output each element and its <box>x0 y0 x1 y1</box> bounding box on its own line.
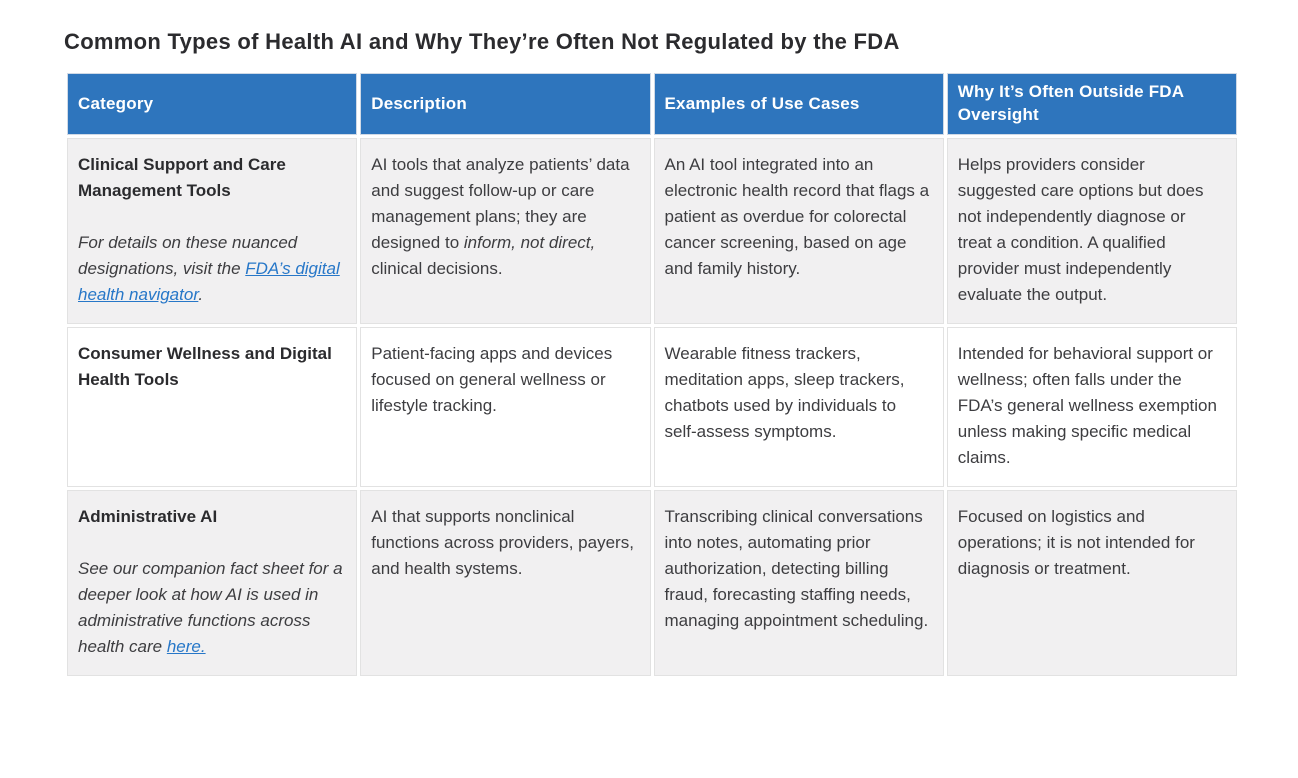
header-row: Category Description Examples of Use Cas… <box>67 73 1237 136</box>
col-header-description: Description <box>360 73 651 136</box>
note-text: See our companion fact sheet for a deepe… <box>78 559 343 657</box>
cell-description: AI tools that analyze patients’ data and… <box>360 138 651 325</box>
cell-why-outside-fda: Focused on logistics and operations; it … <box>946 490 1237 677</box>
fda-digital-health-navigator-link[interactable]: FDA’s digital health navigator <box>78 259 340 305</box>
cell-why-outside-fda: Intended for behavioral support or welln… <box>946 327 1237 488</box>
description-text: AI tools that analyze patients’ data and… <box>371 155 630 253</box>
table-row-consumer-wellness: Consumer Wellness and Digital Health Too… <box>67 327 1237 488</box>
cell-why-outside-fda: Helps providers consider suggested care … <box>946 138 1237 325</box>
note-text: For details on these nuanced designation… <box>78 233 298 279</box>
cell-examples: Transcribing clinical conversations into… <box>653 490 944 677</box>
description-italic-text: inform, not direct, <box>463 233 596 253</box>
table-row-administrative-ai: Administrative AI See our companion fact… <box>67 490 1237 677</box>
cell-category: Consumer Wellness and Digital Health Too… <box>67 327 358 488</box>
cell-category: Clinical Support and Care Management Too… <box>67 138 358 325</box>
note-text: . <box>198 285 204 305</box>
category-name: Consumer Wellness and Digital Health Too… <box>78 344 332 390</box>
health-ai-table: Category Description Examples of Use Cas… <box>64 70 1240 679</box>
category-note: See our companion fact sheet for a deepe… <box>78 556 344 660</box>
cell-examples: Wearable fitness trackers, meditation ap… <box>653 327 944 488</box>
col-header-why-outside-fda: Why It’s Often Outside FDA Oversight <box>946 73 1237 136</box>
col-header-category: Category <box>67 73 358 136</box>
page-title: Common Types of Health AI and Why They’r… <box>64 29 900 54</box>
cell-examples: An AI tool integrated into an electronic… <box>653 138 944 325</box>
category-note: For details on these nuanced designation… <box>78 230 344 308</box>
cell-description: AI that supports nonclinical functions a… <box>360 490 651 677</box>
category-name: Clinical Support and Care Management Too… <box>78 155 286 201</box>
category-name: Administrative AI <box>78 507 218 527</box>
description-text: clinical decisions. <box>371 259 503 279</box>
cell-category: Administrative AI See our companion fact… <box>67 490 358 677</box>
cell-description: Patient-facing apps and devices focused … <box>360 327 651 488</box>
companion-fact-sheet-here-link[interactable]: here. <box>166 637 206 657</box>
table-row-clinical-support: Clinical Support and Care Management Too… <box>67 138 1237 325</box>
col-header-examples: Examples of Use Cases <box>653 73 944 136</box>
